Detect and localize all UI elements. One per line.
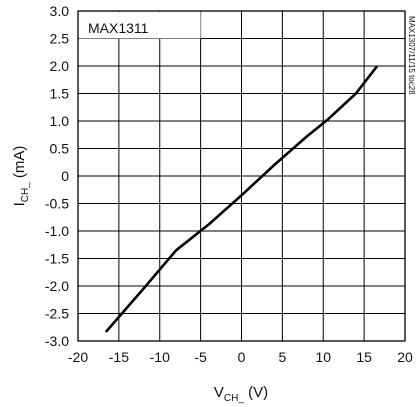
series xyxy=(105,65,378,333)
y-axis-label-main: I xyxy=(11,202,28,206)
x-axis-label-suffix: (V) xyxy=(244,384,268,401)
x-tick-label: -20 xyxy=(68,349,88,365)
tick-labels: -20 -15 -10 -5 0 5 10 15 20 3.0 2.5 2.0 1.5 1.0 0.5 0 -0… xyxy=(45,3,413,365)
y-tick-label: -1.0 xyxy=(45,223,69,239)
y-tick-label: 2.0 xyxy=(50,58,70,74)
y-tick-label: 3.0 xyxy=(50,3,70,19)
legend-box xyxy=(79,12,201,39)
y-tick-label: 0 xyxy=(61,168,69,184)
x-tick-label: 0 xyxy=(238,349,246,365)
x-tick-label: 10 xyxy=(315,349,331,365)
y-tick-label: -3.0 xyxy=(45,333,69,349)
x-tick-label: -15 xyxy=(109,349,129,365)
y-tick-label: 2.5 xyxy=(50,31,70,47)
x-axis-label-main: V xyxy=(214,384,224,401)
y-axis-label-sub: CH_ xyxy=(20,182,31,202)
plot-frame xyxy=(77,10,406,342)
x-axis-label: VCH_ (V) xyxy=(214,384,268,404)
series-line xyxy=(105,65,378,333)
x-tick-label: 15 xyxy=(356,349,372,365)
y-tick-label: 0.5 xyxy=(50,141,70,157)
x-tick-label: 5 xyxy=(278,349,286,365)
y-tick-label: -2.0 xyxy=(45,278,69,294)
y-tick-label: -1.5 xyxy=(45,251,69,267)
x-tick-label: -5 xyxy=(194,349,207,365)
legend-label: MAX1311 xyxy=(88,20,149,36)
y-tick-label: 1.5 xyxy=(50,86,70,102)
y-tick-label: 1.0 xyxy=(50,113,70,129)
x-axis-label-sub: CH_ xyxy=(224,393,244,404)
x-tick-label: -10 xyxy=(150,349,170,365)
grid xyxy=(77,10,406,342)
side-note: MAX1307/11/15 toc28 xyxy=(407,16,416,95)
y-tick-label: -2.5 xyxy=(45,306,69,322)
y-axis-label-suffix: (mA) xyxy=(11,146,28,183)
legend: MAX1311 xyxy=(79,12,201,39)
x-tick-label: 20 xyxy=(397,349,413,365)
y-tick-label: -0.5 xyxy=(45,196,69,212)
y-axis-label: ICH_ (mA) xyxy=(11,146,31,207)
